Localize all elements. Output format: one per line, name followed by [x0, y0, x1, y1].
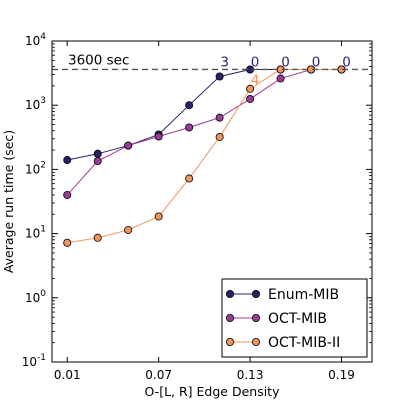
series-point-1 [276, 74, 285, 83]
x-axis: 0.01 0.07 0.13 0.19 [54, 41, 355, 382]
legend-label: OCT-MIB-II [268, 335, 340, 351]
x-tick-label: 0.01 [54, 368, 81, 382]
legend-marker [251, 313, 260, 322]
series-point-2 [124, 225, 133, 234]
annotation-label: 0 [342, 54, 351, 70]
annotation-layer: 3 0 0 0 0 4 [220, 54, 350, 88]
annotation-label: 3 [220, 54, 229, 70]
reference-line-label: 3600 sec [68, 52, 129, 68]
y-axis-title: Average run time (sec) [1, 130, 16, 273]
y-tick-label: 104 [25, 32, 46, 48]
series-point-0 [93, 149, 102, 158]
series-point-1 [93, 157, 102, 166]
legend-label: Enum-MIB [268, 287, 339, 303]
y-tick-label: 100 [25, 289, 46, 305]
legend-marker [225, 289, 234, 298]
series-point-2 [93, 233, 102, 242]
plot-frame [51, 40, 373, 363]
y-tick-label: 103 [25, 96, 46, 112]
x-axis-title: O-[L, R] Edge Density [145, 384, 281, 399]
x-tick-label: 0.19 [328, 368, 355, 382]
series-line-0 [67, 68, 342, 161]
legend-marker [251, 289, 260, 298]
x-tick-label: 0.07 [145, 368, 172, 382]
series-point-2 [215, 132, 224, 141]
legend: Enum-MIB OCT-MIB OCT-MIB-II [221, 278, 368, 358]
series-point-1 [215, 113, 224, 122]
series-point-1 [185, 123, 194, 132]
series-point-1 [124, 141, 133, 150]
legend-marker [251, 337, 260, 346]
series-point-2 [246, 84, 255, 93]
legend-marker [225, 313, 234, 322]
y-tick-label: 10-1 [22, 353, 46, 369]
annotation-label: 4 [251, 72, 260, 88]
annotation-label: 0 [312, 54, 321, 70]
series-point-0 [185, 101, 194, 110]
annotation-label: 0 [251, 54, 260, 70]
series-point-2 [185, 174, 194, 183]
series-point-1 [246, 94, 255, 103]
reference-layer: 3600 sec [52, 52, 372, 71]
series-line-1 [66, 68, 342, 196]
y-tick-label: 102 [25, 160, 46, 176]
series-point-2 [154, 212, 163, 221]
y-tick-label: 101 [25, 225, 46, 241]
legend-label: OCT-MIB [268, 311, 327, 327]
series-point-1 [154, 132, 163, 141]
y-axis: 10-1 100 101 102 103 104 [22, 32, 372, 369]
series-point-0 [63, 156, 72, 165]
x-tick-label: 0.13 [237, 368, 264, 382]
legend-marker [225, 337, 234, 346]
series-layer [63, 65, 346, 247]
annotation-label: 0 [281, 54, 290, 70]
series-point-2 [63, 238, 72, 247]
series-point-1 [63, 190, 72, 199]
series-point-0 [215, 72, 224, 81]
